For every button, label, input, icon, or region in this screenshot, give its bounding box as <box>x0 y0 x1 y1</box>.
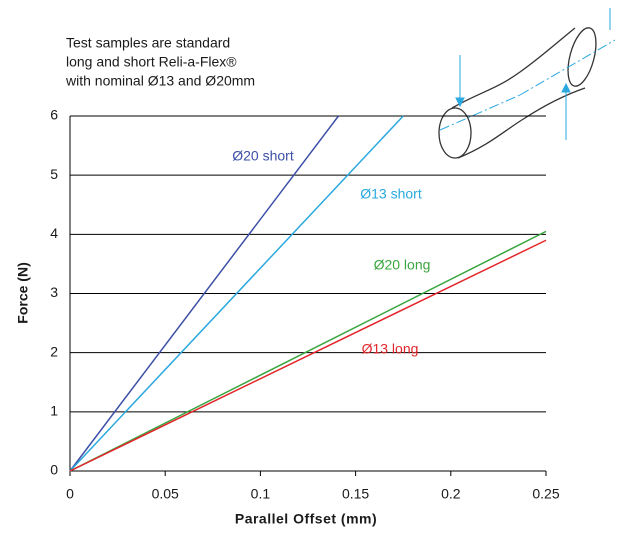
y-tick-label: 0 <box>50 462 58 478</box>
series-line <box>69 239 547 472</box>
series-label: Ø13 short <box>360 186 422 202</box>
x-tick-label: 0.25 <box>532 486 559 502</box>
y-axis-label: Force (N) <box>15 262 31 323</box>
y-tick-label: 2 <box>50 343 58 359</box>
y-tick-label: 4 <box>50 225 58 241</box>
series-line <box>69 115 340 472</box>
series-label: Ø13 long <box>362 341 419 357</box>
series-line <box>69 230 547 472</box>
x-tick-label: 0.1 <box>251 486 271 502</box>
x-axis-label: Parallel Offset (mm) <box>235 511 377 527</box>
annotation: with nominal Ø13 and Ø20mm <box>65 73 255 89</box>
annotation: long and short Reli-a-Flex® <box>66 54 237 70</box>
series-line <box>69 115 404 472</box>
series-label: Ø20 long <box>374 257 431 273</box>
x-tick-label: 0.2 <box>441 486 461 502</box>
series-label: Ø20 short <box>232 148 294 164</box>
tube-illustration <box>438 8 616 159</box>
y-tick-label: 6 <box>50 107 58 123</box>
y-tick-label: 3 <box>50 284 58 300</box>
x-tick-label: 0 <box>66 486 74 502</box>
annotation: Test samples are standard <box>66 35 230 51</box>
y-tick-label: 5 <box>50 166 58 182</box>
x-tick-label: 0.05 <box>152 486 179 502</box>
y-tick-label: 1 <box>50 403 58 419</box>
x-tick-label: 0.15 <box>342 486 369 502</box>
